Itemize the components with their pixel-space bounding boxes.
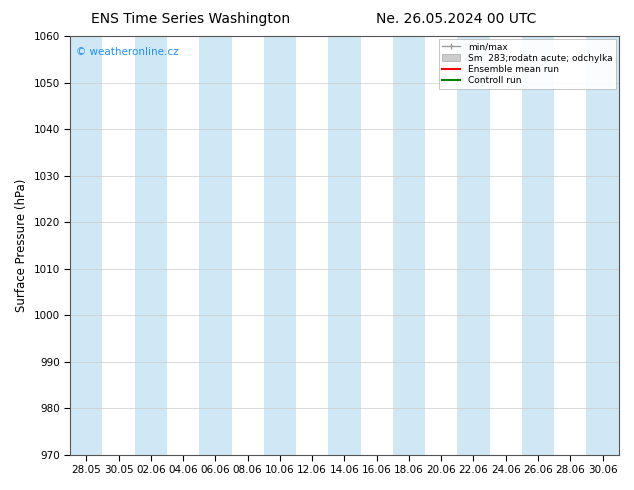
Bar bbox=[135, 36, 167, 455]
Bar bbox=[522, 36, 554, 455]
Bar bbox=[70, 36, 103, 455]
Bar bbox=[264, 36, 296, 455]
Bar bbox=[586, 36, 619, 455]
Bar bbox=[393, 36, 425, 455]
Text: Ne. 26.05.2024 00 UTC: Ne. 26.05.2024 00 UTC bbox=[377, 12, 536, 26]
Legend: min/max, Sm  283;rodatn acute; odchylka, Ensemble mean run, Controll run: min/max, Sm 283;rodatn acute; odchylka, … bbox=[439, 39, 616, 89]
Text: ENS Time Series Washington: ENS Time Series Washington bbox=[91, 12, 290, 26]
Text: © weatheronline.cz: © weatheronline.cz bbox=[75, 47, 178, 57]
Bar bbox=[199, 36, 231, 455]
Y-axis label: Surface Pressure (hPa): Surface Pressure (hPa) bbox=[15, 179, 28, 312]
Bar bbox=[457, 36, 489, 455]
Bar bbox=[328, 36, 361, 455]
